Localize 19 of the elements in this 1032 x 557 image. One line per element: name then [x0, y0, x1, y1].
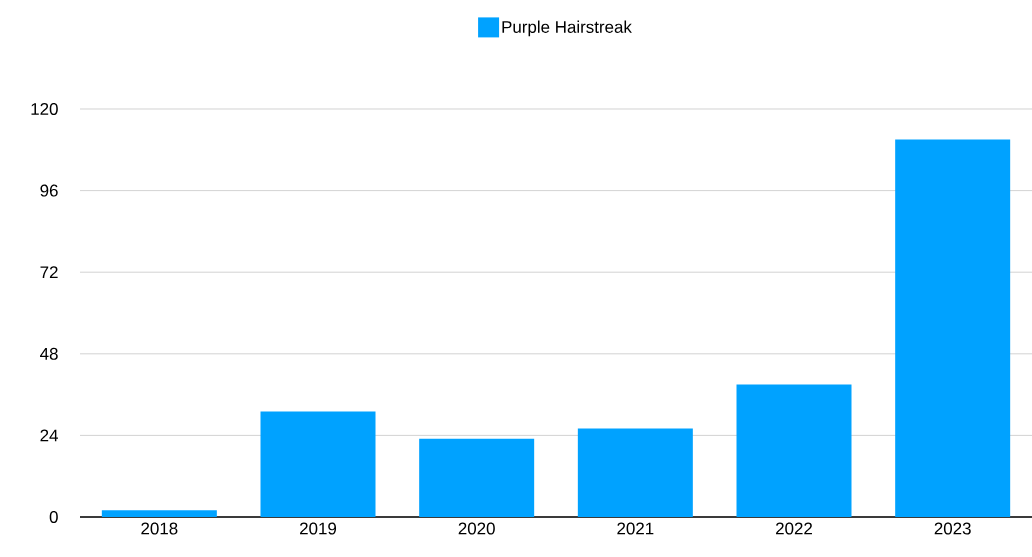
y-tick-label: 48: [40, 347, 58, 360]
y-tick-label: 24: [40, 429, 58, 442]
bar: [736, 384, 852, 517]
bar: [895, 139, 1011, 517]
x-tick-label: 2018: [141, 522, 178, 535]
bar: [101, 510, 217, 517]
y-tick-label: 120: [31, 103, 58, 115]
y-tick-label: 96: [40, 184, 58, 197]
y-tick-label: 0: [49, 511, 58, 523]
bar: [419, 438, 535, 517]
x-tick-label: 2020: [458, 522, 495, 535]
x-tick-label: 2021: [617, 522, 654, 535]
y-tick-label: 72: [40, 266, 58, 279]
x-tick-label: 2022: [776, 522, 812, 535]
x-tick-label: 2023: [934, 522, 971, 535]
x-tick-label: 2019: [300, 522, 337, 535]
bar: [260, 411, 376, 517]
bar: [577, 428, 693, 517]
legend-label: Purple Hairstreak: [502, 20, 632, 37]
